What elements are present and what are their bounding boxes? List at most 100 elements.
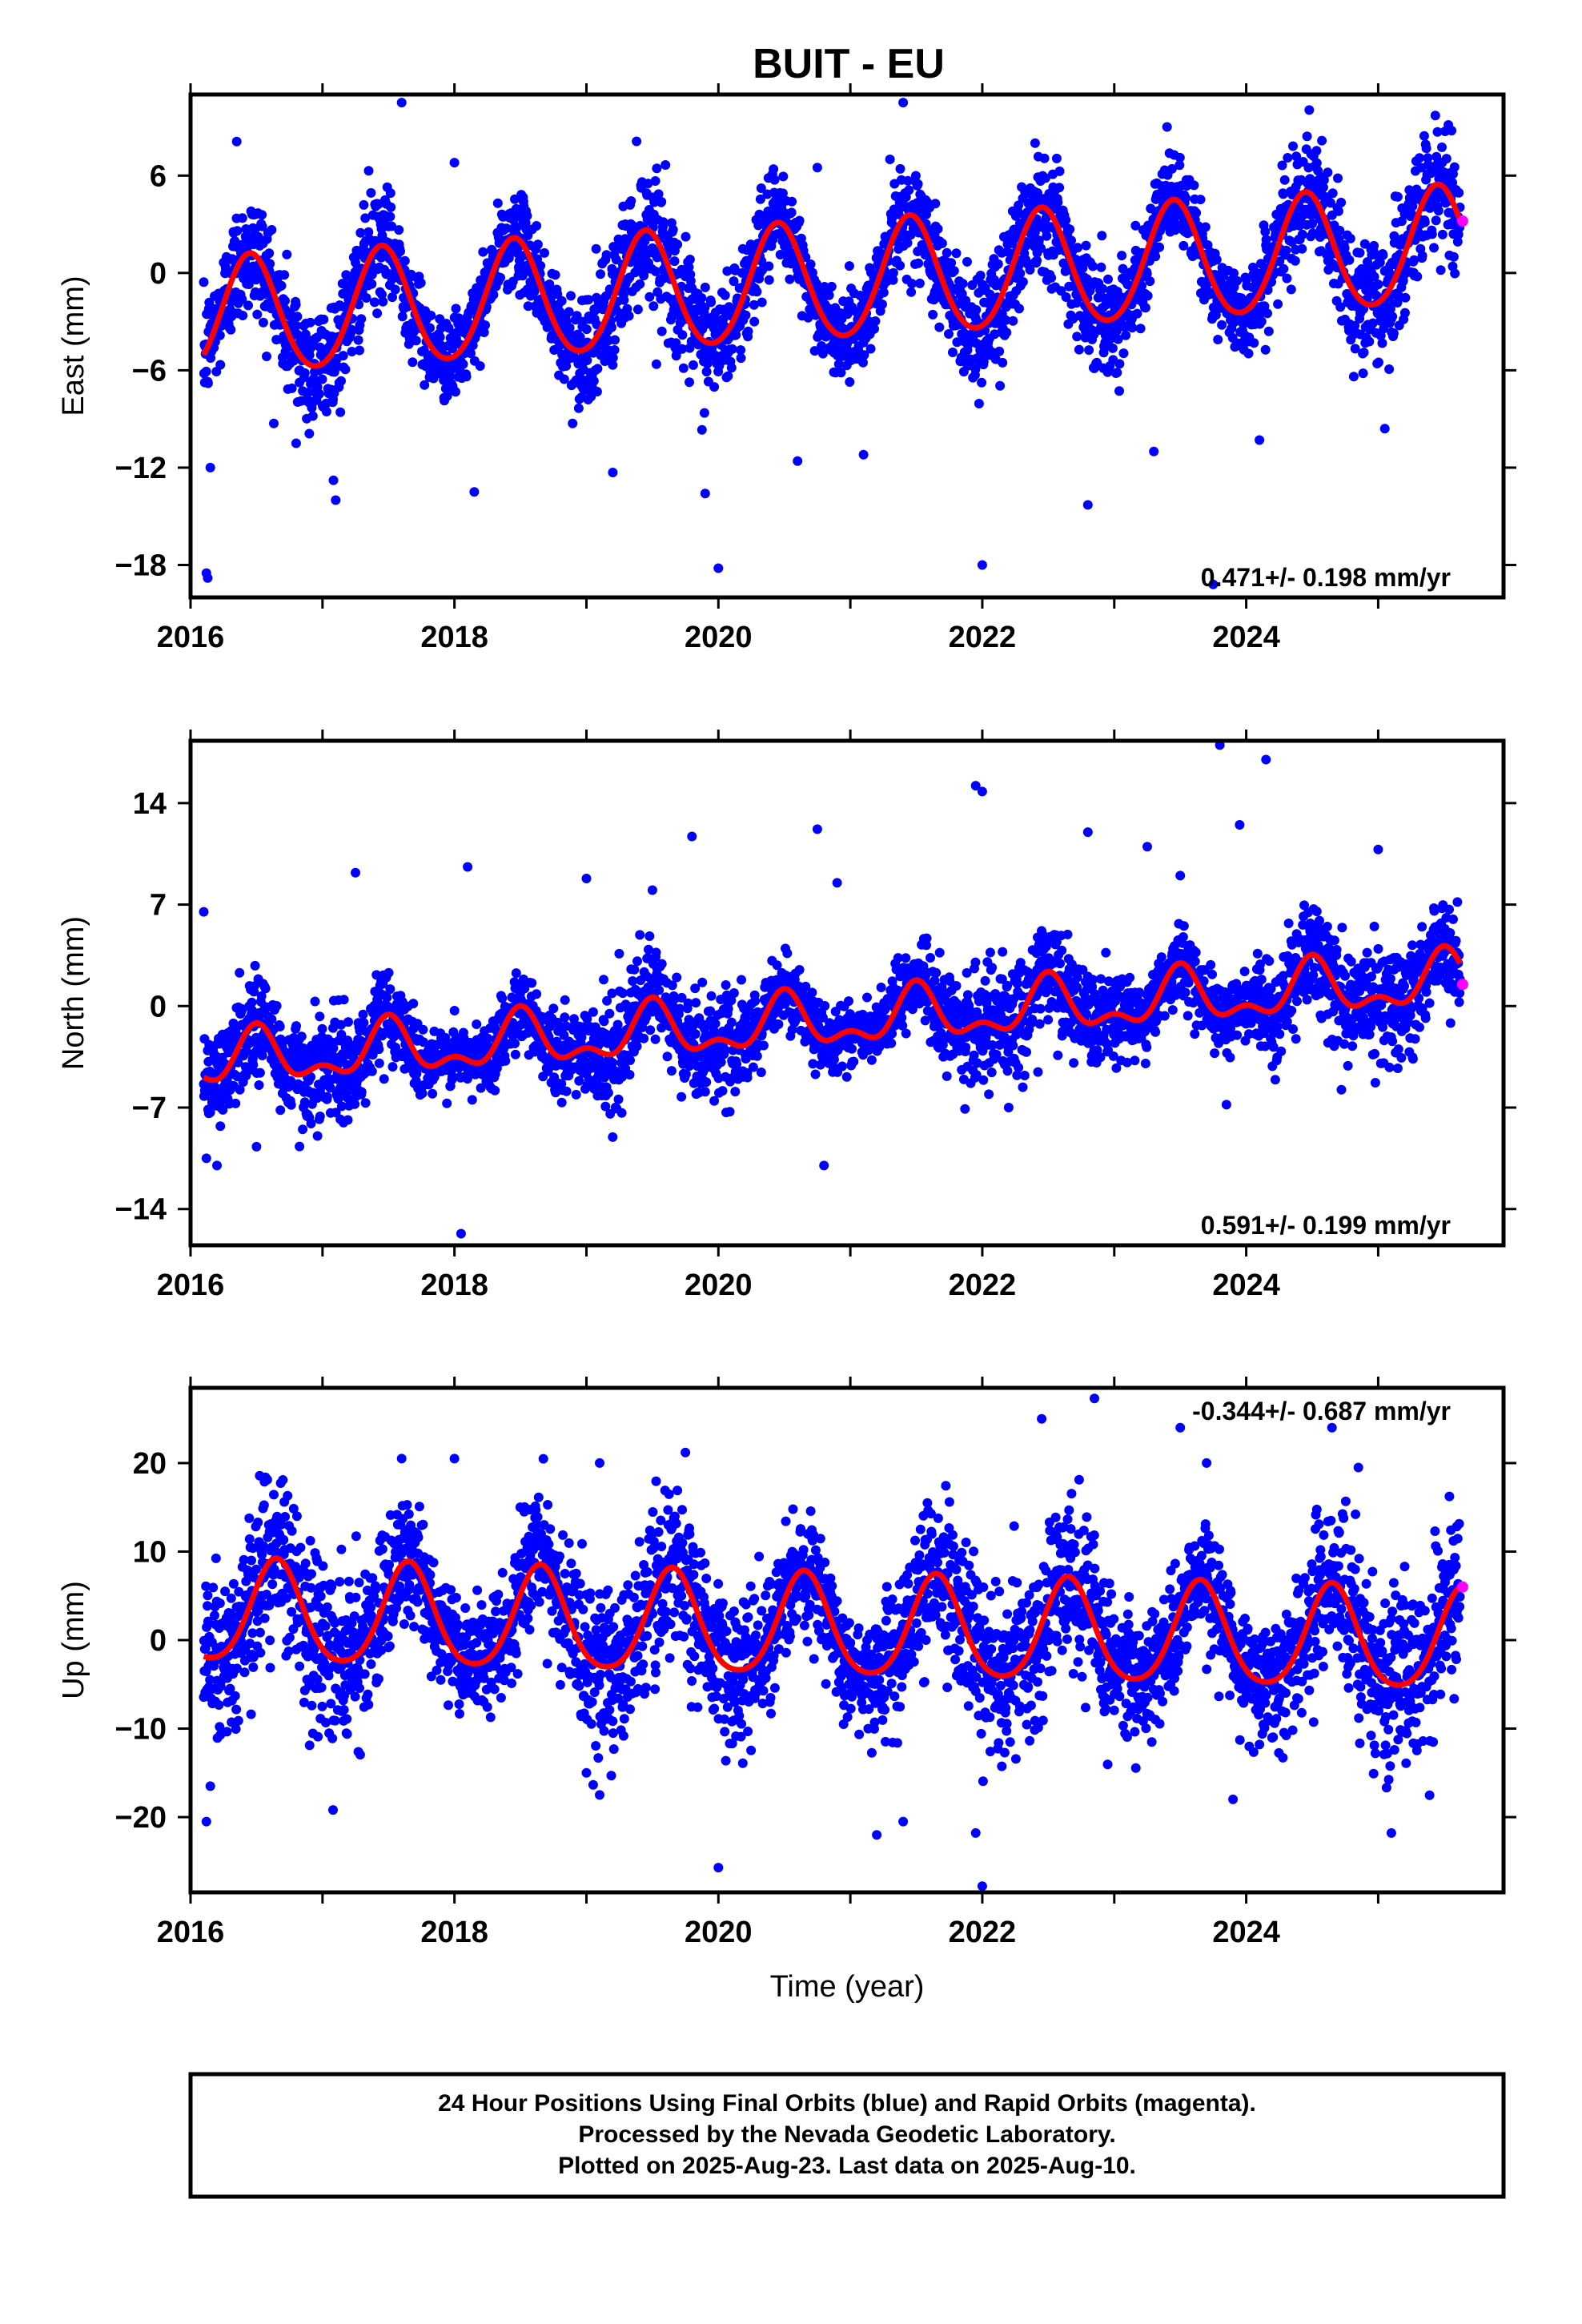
data-point (461, 372, 472, 382)
data-point (560, 995, 570, 1005)
outlier-point (396, 98, 407, 108)
data-point (673, 239, 683, 250)
y-tick-label: −12 (115, 452, 167, 485)
data-point (426, 311, 436, 320)
data-point (1081, 240, 1091, 251)
data-point (1311, 146, 1322, 156)
data-point (870, 316, 881, 326)
x-tick-label: 2022 (949, 621, 1017, 654)
data-point (613, 1094, 624, 1104)
data-point (356, 314, 367, 324)
data-point (904, 185, 914, 195)
data-point (472, 1019, 482, 1029)
data-point (1448, 251, 1459, 262)
data-point (1317, 135, 1327, 146)
outlier-point (203, 573, 213, 583)
data-point (287, 383, 297, 393)
data-point (377, 289, 387, 300)
data-point (970, 364, 981, 374)
data-point (1260, 227, 1271, 237)
data-point (1142, 269, 1152, 279)
data-point (661, 160, 671, 170)
data-point (378, 296, 388, 307)
data-point (203, 378, 213, 388)
data-point (651, 266, 661, 276)
data-point (690, 1029, 701, 1039)
data-point (1145, 276, 1155, 287)
data-point (291, 300, 301, 310)
data-point (1040, 173, 1050, 183)
data-point (321, 407, 331, 416)
data-point (315, 1112, 325, 1121)
data-point (1358, 368, 1368, 379)
data-point (692, 306, 702, 316)
data-point (1103, 274, 1113, 284)
data-point (974, 399, 984, 408)
data-point (1039, 153, 1050, 163)
data-point (387, 292, 397, 303)
data-point (998, 357, 1008, 368)
data-point (317, 1023, 327, 1034)
data-point (1211, 255, 1222, 265)
data-point (1377, 338, 1387, 348)
data-point (778, 171, 789, 182)
outlier-point (363, 166, 374, 176)
data-point (1046, 272, 1057, 283)
data-point (607, 1057, 617, 1068)
rate-label: 0.471+/- 0.198 mm/yr (1201, 563, 1451, 592)
data-point (1121, 330, 1131, 340)
data-point (238, 311, 248, 320)
data-point (1113, 334, 1123, 344)
data-point (1400, 292, 1411, 303)
data-point (717, 1086, 728, 1096)
data-point (1419, 131, 1429, 141)
outlier-point (700, 489, 710, 499)
data-point (511, 968, 521, 979)
data-point (408, 357, 418, 368)
data-point (386, 202, 396, 212)
data-point (199, 277, 209, 287)
data-point (599, 975, 608, 985)
data-point (581, 324, 592, 335)
data-point (312, 1131, 323, 1141)
data-point (913, 179, 923, 189)
data-point (697, 293, 707, 303)
data-point (946, 258, 957, 268)
data-point (706, 991, 717, 1001)
data-point (466, 348, 476, 359)
data-point (1034, 235, 1044, 246)
data-point (786, 207, 797, 218)
outlier-point (331, 495, 341, 505)
data-point (490, 1085, 500, 1096)
outlier-point (977, 560, 987, 570)
data-point (629, 964, 640, 975)
data-point (1345, 233, 1355, 243)
data-point (706, 297, 717, 308)
data-point (644, 931, 655, 941)
data-point (497, 993, 508, 1003)
data-point (1001, 315, 1011, 325)
data-point (544, 279, 555, 289)
data-point (749, 300, 759, 310)
data-point (1441, 154, 1452, 164)
data-point (722, 266, 733, 276)
outlier-point (1082, 500, 1093, 510)
data-point (1072, 332, 1082, 342)
data-point (658, 217, 669, 227)
data-point (1283, 153, 1293, 163)
data-point (367, 279, 377, 289)
data-point (353, 335, 363, 345)
data-point (1392, 191, 1403, 202)
data-point (1275, 256, 1285, 267)
data-point (336, 376, 346, 386)
data-point (1327, 188, 1338, 199)
data-point (458, 359, 468, 369)
data-point (451, 387, 460, 397)
data-point (319, 314, 329, 324)
data-point (1336, 197, 1347, 207)
data-point (937, 238, 947, 248)
data-point (258, 317, 268, 328)
data-point (1111, 326, 1122, 336)
data-point (726, 363, 737, 373)
data-point (1412, 271, 1423, 282)
